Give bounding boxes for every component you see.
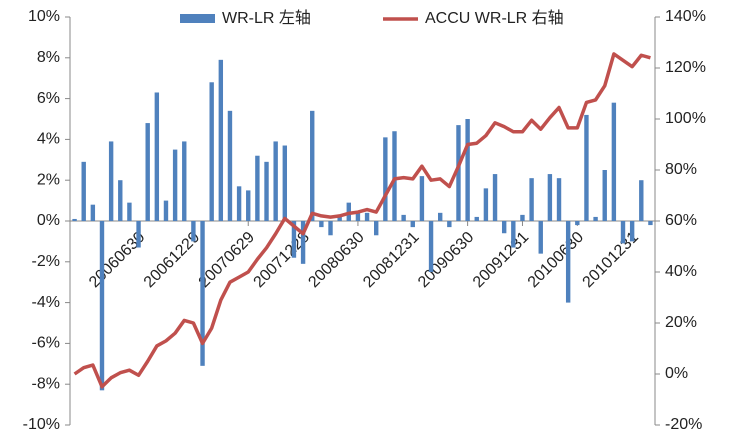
bar — [291, 221, 297, 258]
y2-tick-label: 120% — [665, 59, 706, 76]
bar — [565, 221, 571, 303]
y2-tick-label: -20% — [665, 416, 702, 433]
bar — [246, 190, 251, 221]
bar — [236, 186, 242, 221]
y2-tick-label: 0% — [665, 365, 688, 382]
bar — [547, 174, 553, 221]
bar — [200, 221, 205, 366]
bar — [118, 180, 123, 221]
y2-tick-label: 80% — [665, 161, 697, 178]
bar — [575, 221, 580, 226]
y-tick-label: -6% — [32, 335, 60, 352]
bar — [584, 114, 589, 221]
bar — [392, 131, 397, 221]
bar — [108, 141, 114, 221]
bar — [227, 110, 233, 221]
bar — [410, 221, 415, 228]
bar — [218, 59, 224, 222]
bar — [492, 174, 498, 221]
bar — [127, 202, 132, 221]
bar — [145, 123, 150, 221]
bar — [520, 214, 525, 221]
bar — [209, 82, 214, 221]
bar — [620, 221, 626, 244]
y-tick-label: 10% — [28, 8, 60, 25]
bar — [136, 221, 141, 248]
bar — [264, 161, 269, 221]
bar — [99, 221, 105, 391]
y-tick-label: 0% — [37, 212, 60, 229]
bar — [639, 180, 644, 221]
bar — [319, 221, 324, 228]
y-tick-label: 8% — [37, 49, 60, 66]
x-tick-label: 20081231 — [360, 229, 422, 291]
bar — [593, 216, 598, 221]
bar — [437, 212, 443, 221]
bar — [383, 137, 388, 221]
bar — [511, 221, 516, 248]
y2-tick-label: 140% — [665, 8, 706, 25]
legend-label: WR-LR 左轴 — [222, 9, 311, 27]
x-tick-label: 20091231 — [470, 229, 532, 291]
bar — [255, 155, 260, 221]
bar — [602, 170, 607, 221]
x-tick-label: 20090630 — [415, 229, 477, 291]
y2-tick-label: 20% — [665, 314, 697, 331]
y2-tick-label: 100% — [665, 110, 706, 127]
bar — [538, 221, 543, 254]
y-tick-label: -8% — [32, 375, 60, 392]
bar — [337, 216, 342, 221]
y-tick-label: 4% — [37, 131, 60, 148]
bar — [154, 92, 160, 221]
bar — [328, 221, 333, 236]
bar — [374, 221, 379, 236]
legend-swatch — [180, 14, 215, 23]
bar — [501, 221, 507, 234]
bar — [90, 204, 96, 221]
bar — [72, 218, 77, 221]
bar — [310, 110, 315, 221]
bar — [401, 214, 406, 221]
bar — [419, 176, 425, 221]
line — [73, 52, 651, 389]
bar — [355, 210, 361, 221]
bar — [81, 161, 86, 221]
bar — [529, 178, 534, 221]
bar — [300, 221, 306, 264]
bar — [483, 188, 489, 221]
y-tick-label: -10% — [23, 416, 60, 433]
bar — [447, 221, 452, 228]
x-tick-label: 20100630 — [525, 229, 587, 291]
bar — [465, 119, 470, 221]
x-tick-label: 20070629 — [196, 229, 258, 291]
x-tick-label: 20080630 — [305, 229, 367, 291]
bar — [648, 221, 653, 226]
bar — [172, 149, 178, 221]
bar — [629, 221, 635, 242]
y-tick-label: -2% — [32, 253, 60, 270]
bar — [273, 141, 278, 221]
legend-label: ACCU WR-LR 右轴 — [425, 9, 564, 27]
bar — [456, 125, 461, 221]
bar — [556, 178, 562, 221]
bar — [191, 221, 196, 242]
bar — [474, 216, 479, 221]
bar — [163, 200, 169, 221]
bar — [364, 212, 370, 221]
y2-tick-label: 40% — [665, 263, 697, 280]
y-tick-label: -4% — [32, 294, 60, 311]
bar — [428, 221, 434, 272]
y-tick-label: 2% — [37, 171, 60, 188]
bar — [182, 141, 187, 221]
bar — [282, 145, 288, 221]
bar — [611, 102, 617, 221]
y-tick-label: 6% — [37, 90, 60, 107]
y2-tick-label: 60% — [665, 212, 697, 229]
